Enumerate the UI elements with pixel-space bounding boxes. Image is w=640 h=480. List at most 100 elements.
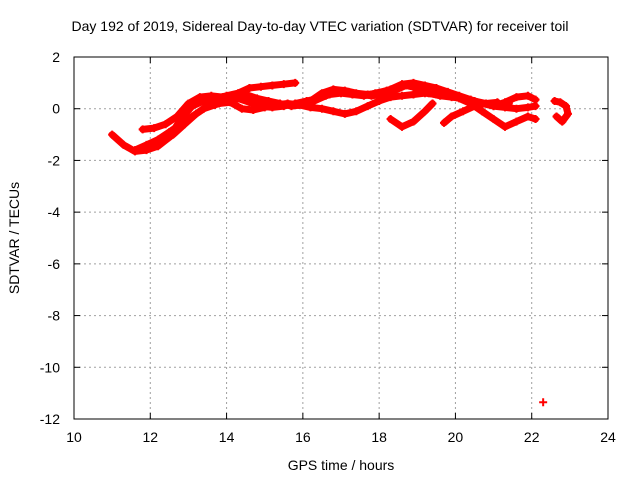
x-tick-label: 10 [66,429,82,445]
data-point [470,102,479,111]
y-tick-label: -10 [40,359,60,375]
data-point [501,122,510,131]
data-point [459,107,468,116]
data-point [241,90,250,99]
data-point [245,98,254,107]
data-point [138,125,147,134]
data-point [398,91,407,100]
series-track-8 [489,91,540,111]
data-point [398,80,407,89]
data-point [157,138,166,147]
data-point [386,115,395,124]
data-point [352,89,361,98]
y-tick-label: -2 [48,152,61,168]
data-point [150,124,159,133]
data-point [420,107,429,116]
data-point [272,100,281,109]
data-point [283,99,292,108]
series-track-7 [439,98,502,127]
data-series [108,78,572,407]
data-point [306,96,315,105]
data-point [489,115,498,124]
data-point [295,100,304,109]
data-point [207,91,216,100]
data-point [420,81,429,90]
data-point [119,140,128,149]
data-point [386,93,395,102]
data-point [562,102,571,111]
data-point [439,118,448,127]
data-point [539,398,548,407]
axis-ticks [73,56,609,420]
data-point [489,102,498,111]
data-point [409,90,418,99]
data-point [523,103,532,112]
data-point [386,85,395,94]
data-point [563,109,572,118]
data-point [172,112,181,121]
data-point [108,130,117,139]
data-point [253,94,262,103]
data-point [230,91,239,100]
data-point [420,89,429,98]
data-point [375,89,384,98]
data-point [249,106,258,115]
series-outlier [539,398,548,407]
data-point [447,112,456,121]
data-point [317,104,326,113]
data-point [352,107,361,116]
data-point [226,98,235,107]
x-tick-label: 18 [371,429,387,445]
data-point [531,115,540,124]
data-point [432,84,441,93]
y-tick-label: -12 [40,411,60,427]
x-tick-label: 24 [600,429,616,445]
data-point [481,99,490,108]
data-point [523,91,532,100]
data-point [550,96,559,105]
data-point [558,117,567,126]
data-point [398,122,407,131]
data-point [455,91,464,100]
data-point [531,95,540,104]
y-axis-label: SDTVAR / TECUs [6,181,22,295]
data-point [409,78,418,87]
chart-title: Day 192 of 2019, Sidereal Day-to-day VTE… [71,18,569,34]
data-point [329,107,338,116]
data-point [512,93,521,102]
x-tick-label: 16 [295,429,311,445]
data-point [501,98,510,107]
series-track-1 [108,78,300,156]
y-tick-label: -6 [48,256,61,272]
data-point [245,84,254,93]
data-point [466,95,475,104]
data-point [214,99,223,108]
y-tick-label: -4 [48,204,61,220]
data-point [329,85,338,94]
series-track-6 [386,99,437,131]
data-point [131,146,140,155]
series-track-9 [550,96,572,126]
data-point [256,82,265,91]
data-point [340,86,349,95]
data-point [556,98,565,107]
y-tick-label: 0 [52,101,60,117]
data-point [161,120,170,129]
data-point [478,107,487,116]
y-tick-label: 2 [52,49,60,65]
series-line [387,100,436,131]
data-point [443,87,452,96]
x-tick-label: 22 [524,429,540,445]
x-tick-label: 12 [142,429,158,445]
data-point [180,120,189,129]
y-tick-label: -8 [48,308,61,324]
data-point [237,104,246,113]
data-point [340,109,349,118]
data-point [291,78,300,87]
x-tick-label: 20 [448,429,464,445]
data-point [375,96,384,105]
data-point [142,140,151,149]
data-point [195,93,204,102]
data-point [279,80,288,89]
